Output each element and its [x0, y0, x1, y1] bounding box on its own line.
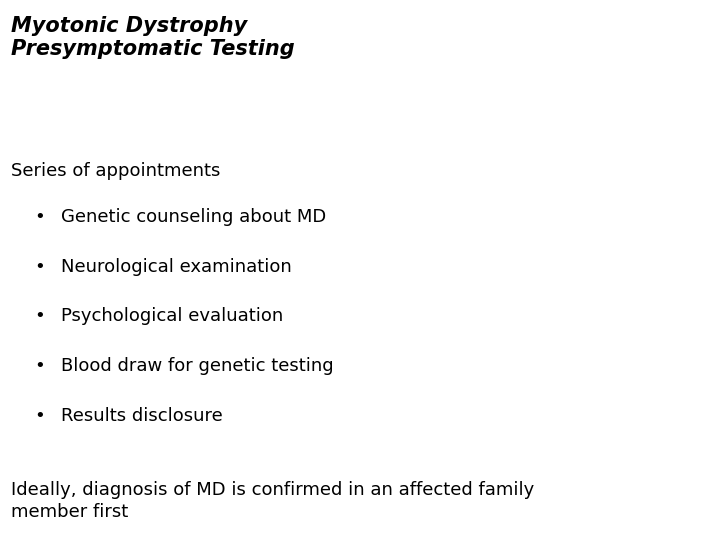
Text: Genetic counseling about MD: Genetic counseling about MD: [61, 208, 326, 226]
Text: •: •: [35, 407, 45, 424]
Text: •: •: [35, 357, 45, 375]
Text: Ideally, diagnosis of MD is confirmed in an affected family
member first: Ideally, diagnosis of MD is confirmed in…: [11, 481, 534, 521]
Text: Blood draw for genetic testing: Blood draw for genetic testing: [61, 357, 334, 375]
Text: •: •: [35, 208, 45, 226]
Text: •: •: [35, 258, 45, 275]
Text: Psychological evaluation: Psychological evaluation: [61, 307, 284, 325]
Text: Results disclosure: Results disclosure: [61, 407, 223, 424]
Text: Myotonic Dystrophy
Presymptomatic Testing: Myotonic Dystrophy Presymptomatic Testin…: [11, 16, 294, 59]
Text: Neurological examination: Neurological examination: [61, 258, 292, 275]
Text: •: •: [35, 307, 45, 325]
Text: Series of appointments: Series of appointments: [11, 162, 220, 180]
